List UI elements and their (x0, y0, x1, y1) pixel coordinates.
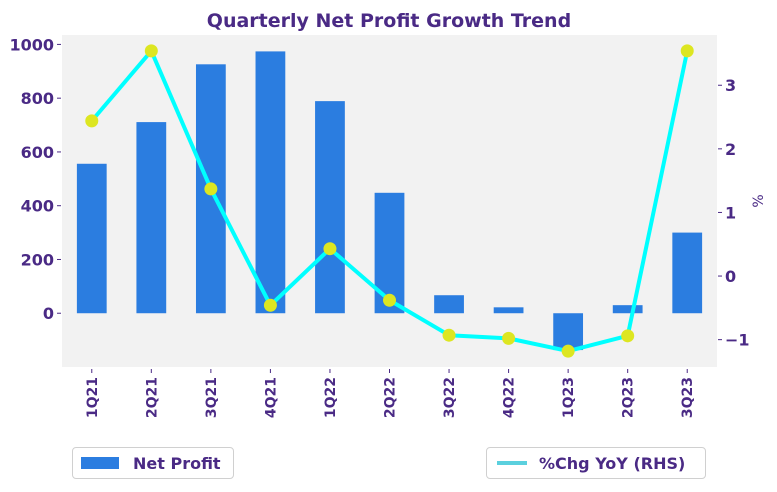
right-tick-label: 1 (725, 203, 736, 222)
right-axis-label: % (751, 194, 767, 207)
x-axis: 1Q21 2Q21 3Q21 4Q21 1Q22 2Q22 3Q22 4Q22 1Q23 2Q23… (85, 369, 696, 418)
x-tick-label: 1Q22 (323, 377, 339, 418)
right-tick-label: 3 (725, 76, 736, 95)
bar-1Q21 (76, 163, 107, 314)
point-3Q21 (204, 182, 218, 196)
x-tick-label: 3Q22 (442, 377, 458, 418)
chart-title: Quarterly Net Profit Growth Trend (207, 10, 571, 32)
x-tick-label: 4Q22 (502, 377, 518, 418)
bar-4Q22 (493, 307, 524, 314)
bar-3Q22 (434, 295, 464, 314)
bar-2Q21 (136, 122, 167, 314)
x-tick-label: 1Q21 (85, 377, 101, 418)
x-tick-label: 2Q22 (383, 377, 399, 418)
bar-1Q22 (315, 101, 345, 314)
left-tick-label: 600 (21, 143, 54, 162)
x-tick-label: 2Q23 (621, 377, 637, 418)
point-2Q23 (621, 329, 635, 343)
legend-bar-swatch-icon (81, 457, 119, 469)
x-tick-label: 3Q21 (204, 377, 220, 418)
point-1Q23 (561, 344, 575, 358)
left-axis: 0 200 400 600 800 1000 (9, 35, 61, 323)
point-1Q22 (323, 242, 337, 256)
right-tick-label: 0 (725, 267, 736, 286)
right-tick-label: 2 (725, 140, 736, 159)
point-2Q22 (383, 293, 396, 307)
bar-4Q21 (255, 51, 286, 314)
left-tick-label: 0 (43, 304, 54, 323)
bar-1Q23 (553, 313, 584, 351)
left-tick-label: 400 (21, 197, 54, 216)
legend-line-swatch-icon (497, 461, 527, 465)
x-tick-label: 1Q23 (561, 377, 577, 418)
bar-3Q23 (672, 232, 703, 314)
legend-label-net-profit: Net Profit (133, 453, 221, 473)
left-tick-label: 1000 (9, 35, 54, 54)
legend-net-profit: Net Profit (72, 447, 234, 479)
point-3Q23 (680, 44, 694, 58)
x-tick-label: 4Q21 (263, 377, 279, 418)
right-tick-label: −1 (725, 331, 750, 350)
line-layer (85, 44, 694, 358)
point-3Q22 (442, 328, 456, 342)
bar-2Q23 (612, 305, 643, 314)
legend-pct-chg: %Chg YoY (RHS) (486, 447, 706, 479)
point-4Q22 (502, 331, 516, 345)
point-2Q21 (144, 44, 158, 58)
left-tick-label: 800 (21, 89, 54, 108)
point-1Q21 (85, 114, 99, 128)
x-tick-label: 2Q21 (144, 377, 160, 418)
legend-label-pct-chg: %Chg YoY (RHS) (539, 453, 686, 473)
left-tick-label: 200 (21, 250, 54, 269)
bars-layer (76, 51, 703, 351)
point-4Q21 (263, 298, 277, 312)
x-tick-label: 3Q23 (680, 377, 696, 418)
right-axis: −1 0 1 2 3 (718, 76, 750, 350)
